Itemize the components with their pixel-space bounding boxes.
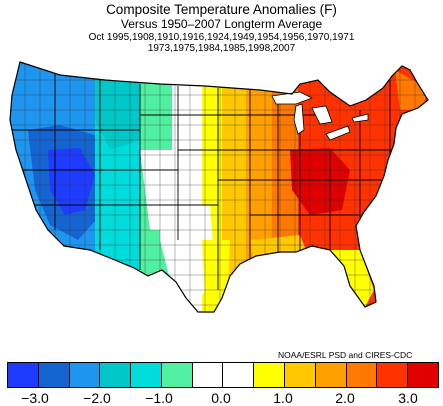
legend-swatch xyxy=(99,362,132,388)
legend-swatch xyxy=(130,362,162,388)
great-lakes xyxy=(271,91,369,141)
lake-erie xyxy=(325,125,351,141)
legend-swatch xyxy=(314,362,347,388)
legend-tick-label: 0.0 xyxy=(211,390,231,406)
credit-text: NOAA/ESRL PSD and CIRES-CDC xyxy=(278,350,413,360)
legend-tick-label: −2.0 xyxy=(83,390,111,406)
legend-swatch xyxy=(345,362,378,388)
map-subtitle: Versus 1950–2007 Longterm Average xyxy=(120,17,323,31)
legend-swatch xyxy=(37,362,70,388)
legend-tick-label: −3.0 xyxy=(21,390,49,406)
legend-tick-label: 2.0 xyxy=(335,390,355,406)
us-outline xyxy=(9,61,429,313)
lake-michigan xyxy=(293,103,305,135)
legend-swatch xyxy=(284,362,316,388)
map-title: Composite Temperature Anomalies (F) xyxy=(106,2,337,17)
legend-swatch xyxy=(160,362,193,388)
lake-huron xyxy=(311,105,333,125)
lake-superior xyxy=(271,91,313,105)
color-legend-bar xyxy=(7,362,439,388)
legend-swatch xyxy=(7,362,39,388)
legend-tick-label: 1.0 xyxy=(273,390,293,406)
composite-years-line-2: 1973,1975,1984,1985,1998,2007 xyxy=(147,43,296,54)
lake-ontario xyxy=(351,113,369,123)
legend-swatch xyxy=(68,362,101,388)
legend-swatch xyxy=(407,362,439,388)
legend-swatch xyxy=(191,362,224,388)
state-boundaries xyxy=(10,70,400,290)
legend-swatch xyxy=(253,362,286,388)
division-boundaries xyxy=(10,62,428,312)
legend-swatch xyxy=(376,362,409,388)
legend-tick-label: −1.0 xyxy=(145,390,173,406)
legend-tick-label: 3.0 xyxy=(398,390,418,406)
legend-swatch xyxy=(222,362,255,388)
composite-years-line-1: Oct 1995,1908,1910,1916,1924,1949,1954,1… xyxy=(88,32,355,43)
us-anomaly-map xyxy=(9,61,429,313)
